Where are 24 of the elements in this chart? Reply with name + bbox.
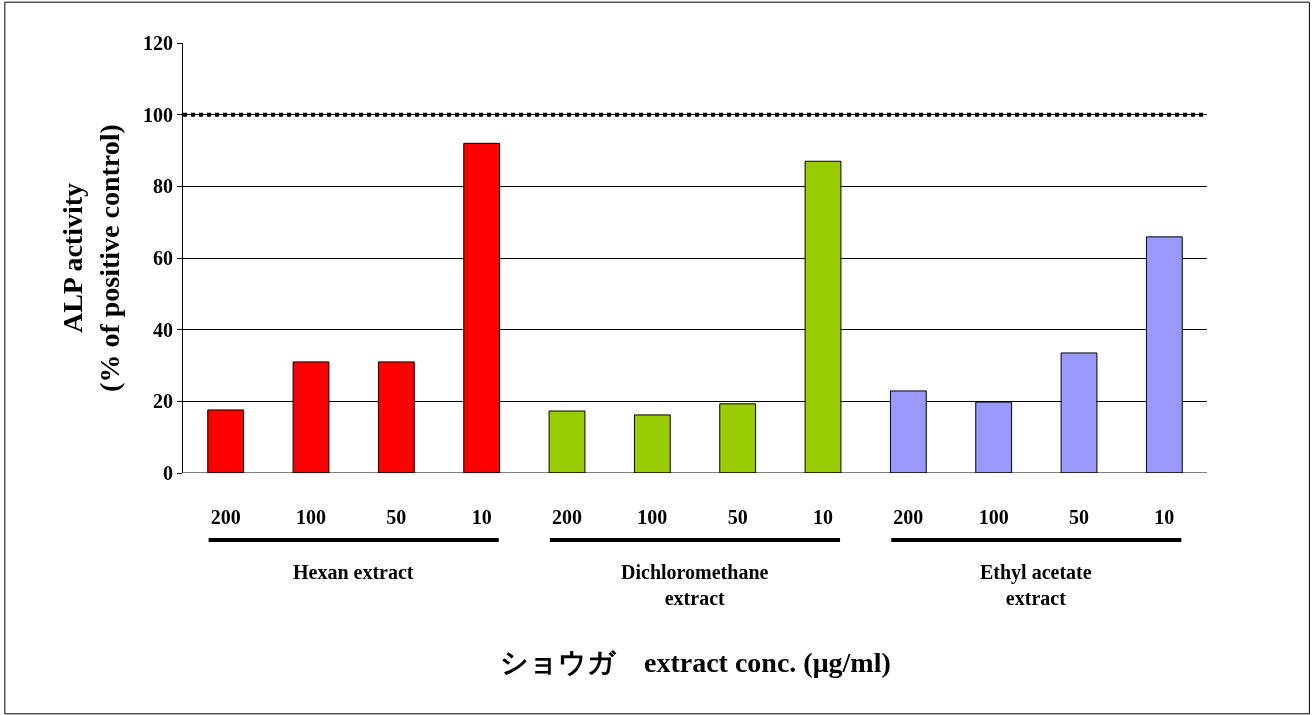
text: Dichloromethane extract	[621, 561, 769, 609]
y-tick-label: 0	[163, 462, 173, 484]
text: Hexan extract	[293, 561, 414, 583]
x-tick-label: 100	[637, 506, 668, 528]
x-tick-label: 50	[1069, 506, 1089, 528]
y-tick-label: 40	[153, 318, 173, 341]
y-tick-label: 80	[153, 175, 173, 198]
text: Ethyl acetate extract	[980, 561, 1092, 609]
x-tick-label: 100	[296, 506, 326, 528]
y-axis-title: ALP activity (% of positive control)	[57, 124, 125, 392]
y-tick-label: 100	[143, 103, 173, 126]
x-tick-label: 10	[471, 506, 492, 528]
x-axis-title: ショウガ extract conc. (μg/ml)	[500, 647, 891, 678]
x-tick-label: 10	[1154, 506, 1175, 528]
y-tick-label: 60	[153, 247, 173, 269]
x-tick-label: 200	[893, 506, 924, 528]
x-tick-label: 200	[210, 506, 241, 528]
x-tick-label: 200	[552, 506, 582, 528]
x-tick-label: 10	[813, 506, 833, 528]
x-tick-label: 100	[978, 506, 1009, 528]
x-tick-label: 50	[727, 506, 748, 528]
y-tick-label: 120	[143, 32, 173, 54]
y-tick-label: 20	[153, 390, 173, 413]
x-tick-label: 50	[386, 506, 407, 528]
